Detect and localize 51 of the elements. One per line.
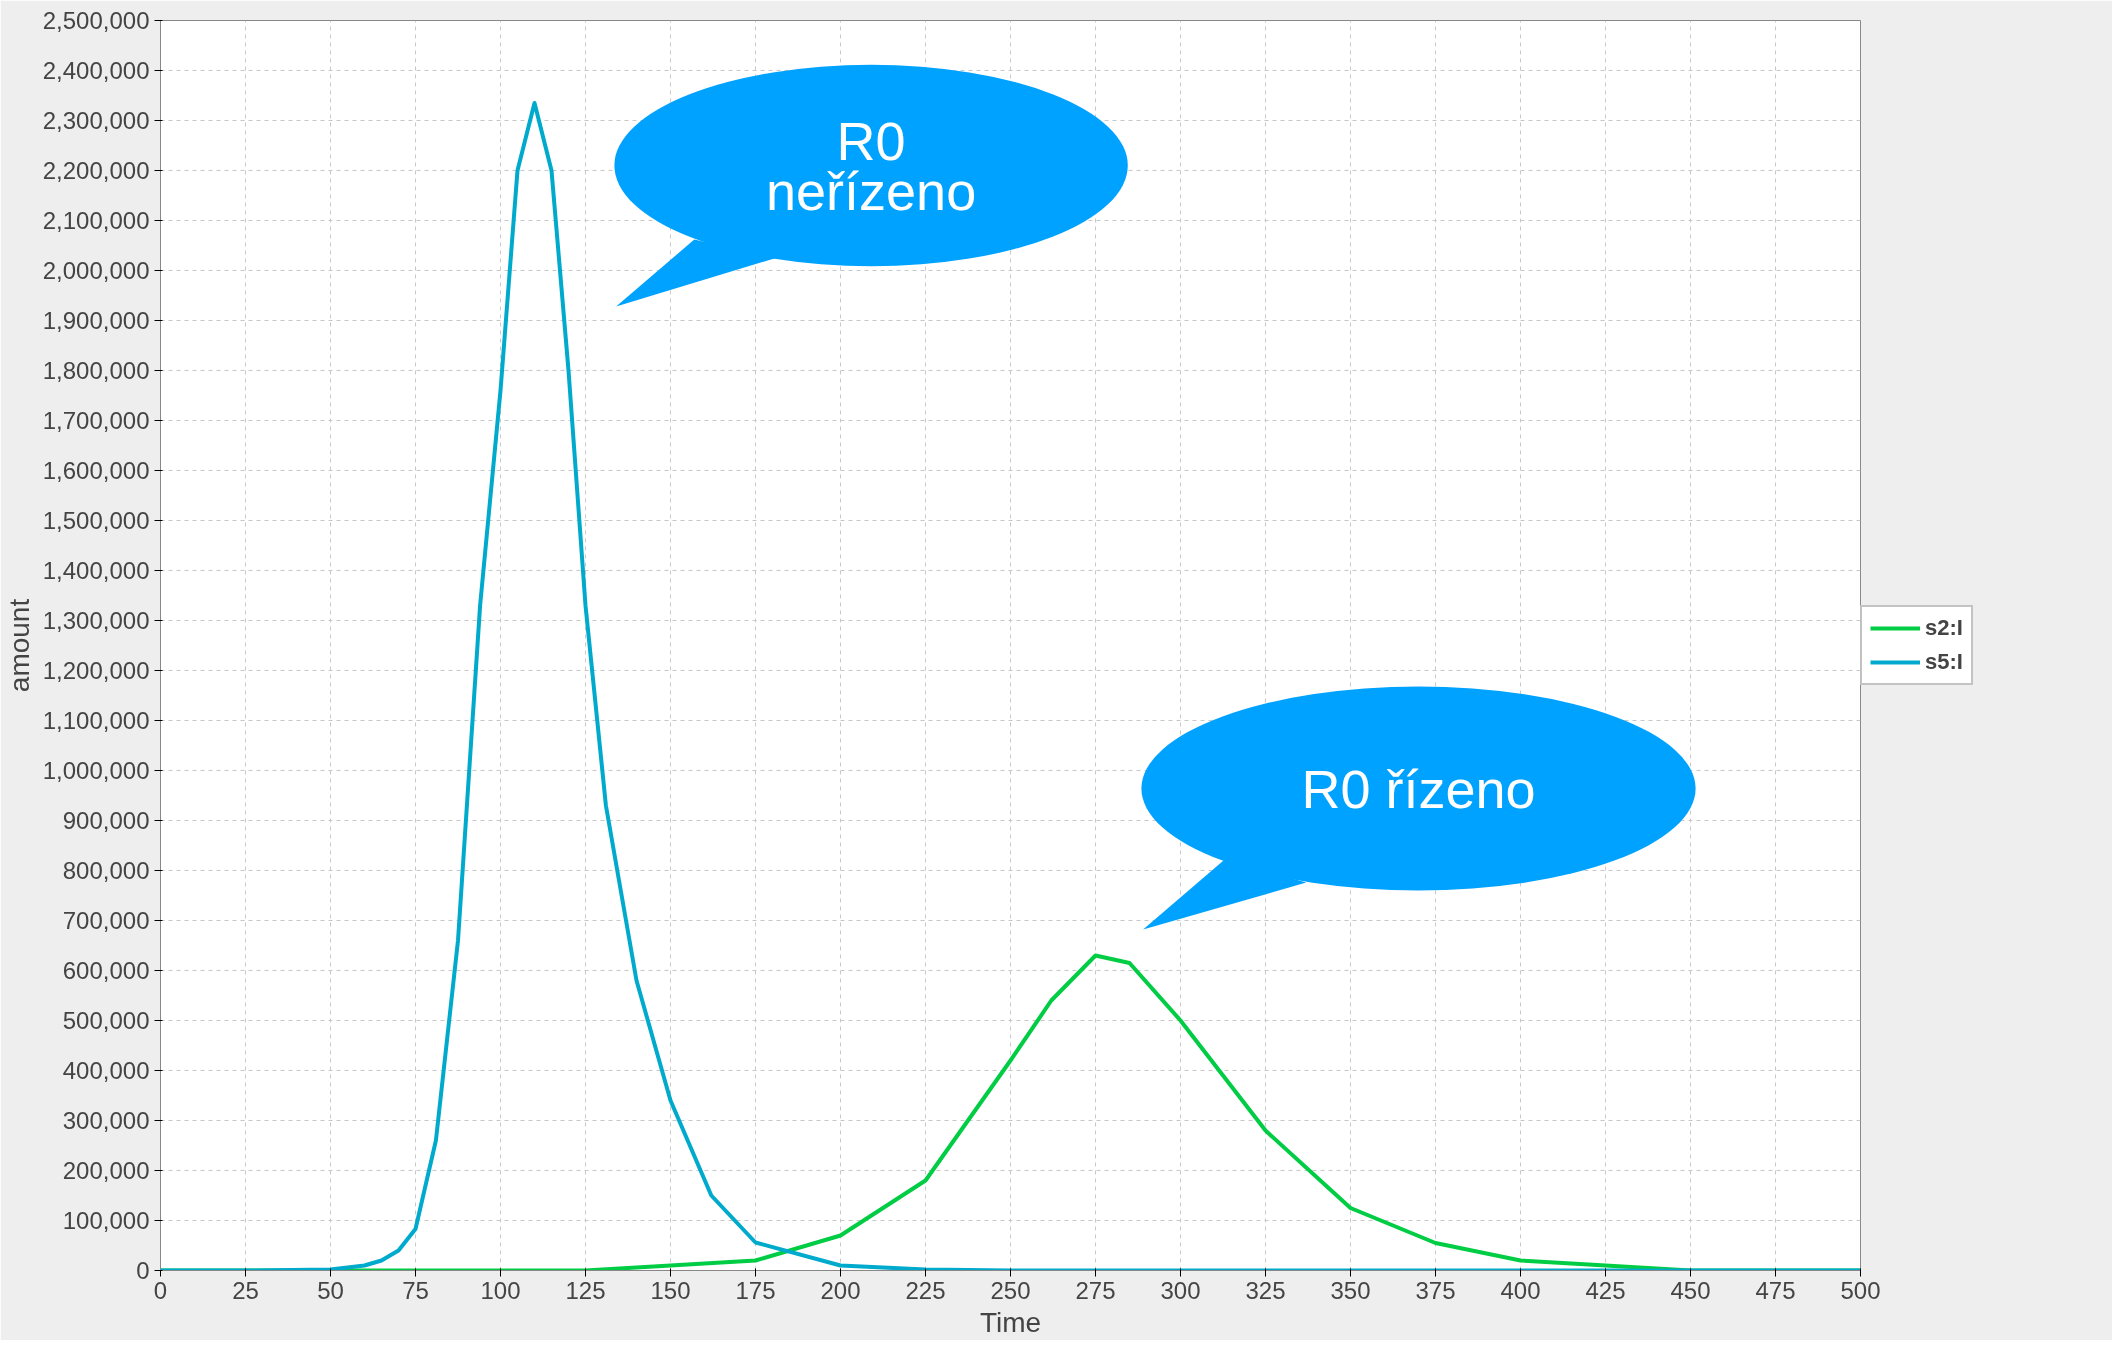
y-tick-label: 2,400,000 — [42, 57, 150, 84]
y-tick-label: 2,500,000 — [42, 7, 150, 34]
x-tick-label: 350 — [1330, 1276, 1371, 1304]
x-tick-label: 275 — [1075, 1276, 1116, 1304]
y-tick-label: 0 — [136, 1257, 150, 1284]
x-tick-label: 200 — [820, 1276, 861, 1304]
x-tick-label: 100 — [480, 1276, 521, 1304]
y-tick-label: 2,000,000 — [42, 257, 150, 284]
y-tick-label: 200,000 — [62, 1157, 150, 1184]
x-tick-label: 0 — [153, 1276, 168, 1304]
y-tick-label: 900,000 — [62, 807, 150, 834]
x-tick-label: 25 — [232, 1276, 259, 1304]
y-tick-label: 1,300,000 — [42, 607, 150, 634]
x-tick-label: 250 — [990, 1276, 1031, 1304]
x-tick-label: 500 — [1840, 1276, 1881, 1304]
legend-label: s5:I — [1925, 649, 1963, 675]
y-tick-label: 300,000 — [62, 1107, 150, 1134]
y-tick-label: 1,100,000 — [42, 707, 150, 734]
y-tick-label: 500,000 — [62, 1007, 150, 1034]
x-tick-label: 450 — [1670, 1276, 1711, 1304]
x-tick-label: 150 — [650, 1276, 691, 1304]
x-tick-label: 300 — [1160, 1276, 1201, 1304]
x-tick-label: 50 — [317, 1276, 344, 1304]
x-tick-label: 325 — [1245, 1276, 1286, 1304]
y-tick-label: 100,000 — [62, 1207, 150, 1234]
y-tick-label: 1,500,000 — [42, 507, 150, 534]
x-axis-title: Time — [979, 1306, 1042, 1338]
x-tick-label: 175 — [735, 1276, 776, 1304]
legend-label: s2:I — [1925, 615, 1963, 641]
x-tick-label: 125 — [565, 1276, 606, 1304]
x-tick-label: 475 — [1755, 1276, 1796, 1304]
x-tick-label: 75 — [402, 1276, 429, 1304]
y-tick-label: 2,300,000 — [42, 107, 150, 134]
x-tick-label: 375 — [1415, 1276, 1456, 1304]
y-tick-label: 2,200,000 — [42, 157, 150, 184]
y-tick-label: 1,700,000 — [42, 407, 150, 434]
y-tick-label: 700,000 — [62, 907, 150, 934]
y-tick-label: 1,800,000 — [42, 357, 150, 384]
y-tick-label: 2,100,000 — [42, 207, 150, 234]
y-tick-label: 1,200,000 — [42, 657, 150, 684]
x-tick-label: 400 — [1500, 1276, 1541, 1304]
y-tick-label: 800,000 — [62, 857, 150, 884]
y-tick-label: 1,600,000 — [42, 457, 150, 484]
y-tick-label: 400,000 — [62, 1057, 150, 1084]
x-tick-label: 225 — [905, 1276, 946, 1304]
y-tick-label: 1,000,000 — [42, 757, 150, 784]
y-axis-title: amount — [3, 598, 35, 693]
y-tick-label: 1,400,000 — [42, 557, 150, 584]
y-tick-label: 1,900,000 — [42, 307, 150, 334]
y-tick-label: 600,000 — [62, 957, 150, 984]
x-tick-label: 425 — [1585, 1276, 1626, 1304]
